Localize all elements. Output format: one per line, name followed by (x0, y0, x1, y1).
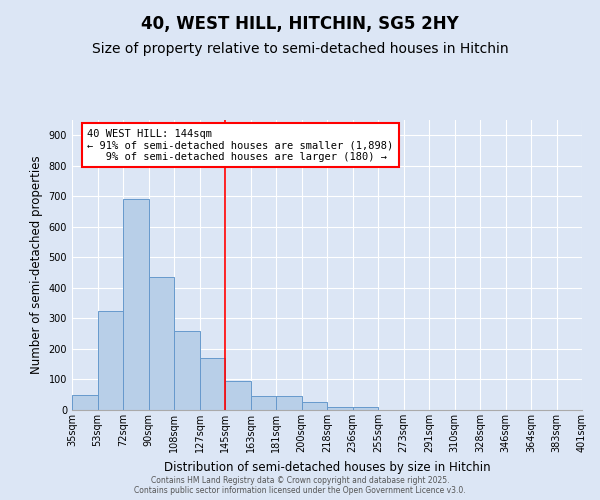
Bar (276, 396, 302, 410)
Bar (174, 330, 199, 410)
Bar (353, 407, 378, 410)
Bar (97, 312, 123, 410)
Text: 40 WEST HILL: 144sqm
← 91% of semi-detached houses are smaller (1,898)
   9% of : 40 WEST HILL: 144sqm ← 91% of semi-detac… (88, 128, 394, 162)
Bar (251, 396, 276, 410)
Text: 40, WEST HILL, HITCHIN, SG5 2HY: 40, WEST HILL, HITCHIN, SG5 2HY (141, 15, 459, 33)
Bar (123, 200, 149, 410)
Text: Contains HM Land Registry data © Crown copyright and database right 2025.
Contai: Contains HM Land Registry data © Crown c… (134, 476, 466, 495)
Bar (225, 381, 251, 410)
Bar (149, 277, 174, 410)
X-axis label: Distribution of semi-detached houses by size in Hitchin: Distribution of semi-detached houses by … (164, 460, 490, 473)
Bar (72, 394, 97, 410)
Bar (327, 407, 353, 410)
Bar (302, 402, 327, 410)
Y-axis label: Number of semi-detached properties: Number of semi-detached properties (30, 156, 43, 374)
Bar (199, 358, 225, 410)
Text: Size of property relative to semi-detached houses in Hitchin: Size of property relative to semi-detach… (92, 42, 508, 56)
